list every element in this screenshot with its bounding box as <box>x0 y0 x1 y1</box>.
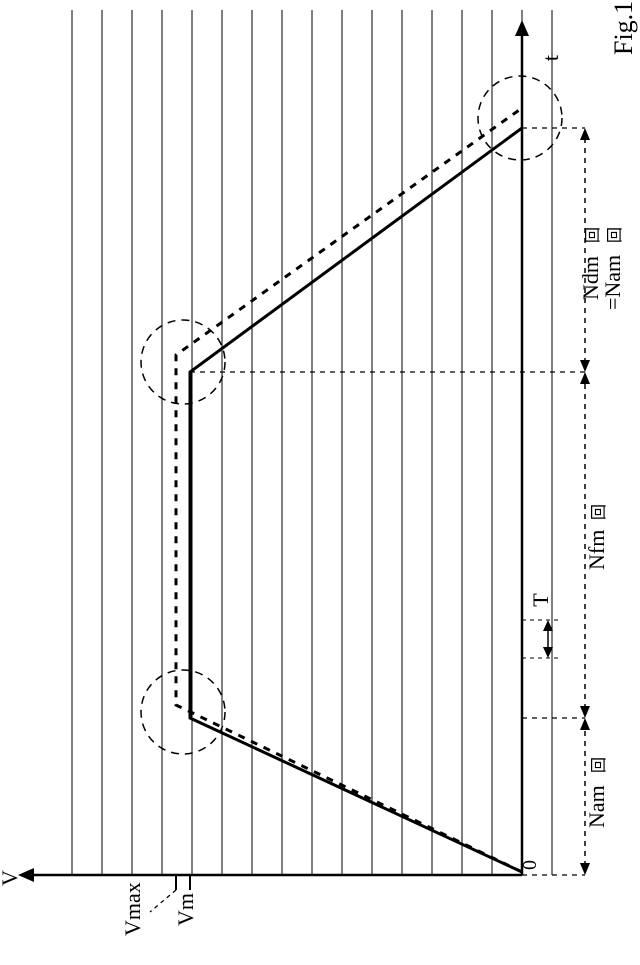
origin-label: 0 <box>519 860 541 870</box>
figure-page: V <box>0 0 640 965</box>
vmax-label: Vmax <box>120 882 145 936</box>
figure-svg: V <box>0 0 640 965</box>
ndm-glyph-2: 回 <box>607 227 624 243</box>
nam-label: Nam <box>584 785 609 828</box>
t-period-label: T <box>528 593 553 607</box>
v-axis-label-final: V <box>0 870 22 886</box>
nfm-glyph: 回 <box>591 504 608 520</box>
figure-caption: Fig.16 <box>609 0 638 55</box>
t-axis-label: t <box>538 55 563 61</box>
ndm-glyph-1: 回 <box>585 227 602 243</box>
nam-glyph: 回 <box>591 757 608 773</box>
vm-label: Vm <box>173 893 198 926</box>
ndm-label-2: =Nam <box>600 255 625 310</box>
nfm-label: Nfm <box>584 530 609 570</box>
